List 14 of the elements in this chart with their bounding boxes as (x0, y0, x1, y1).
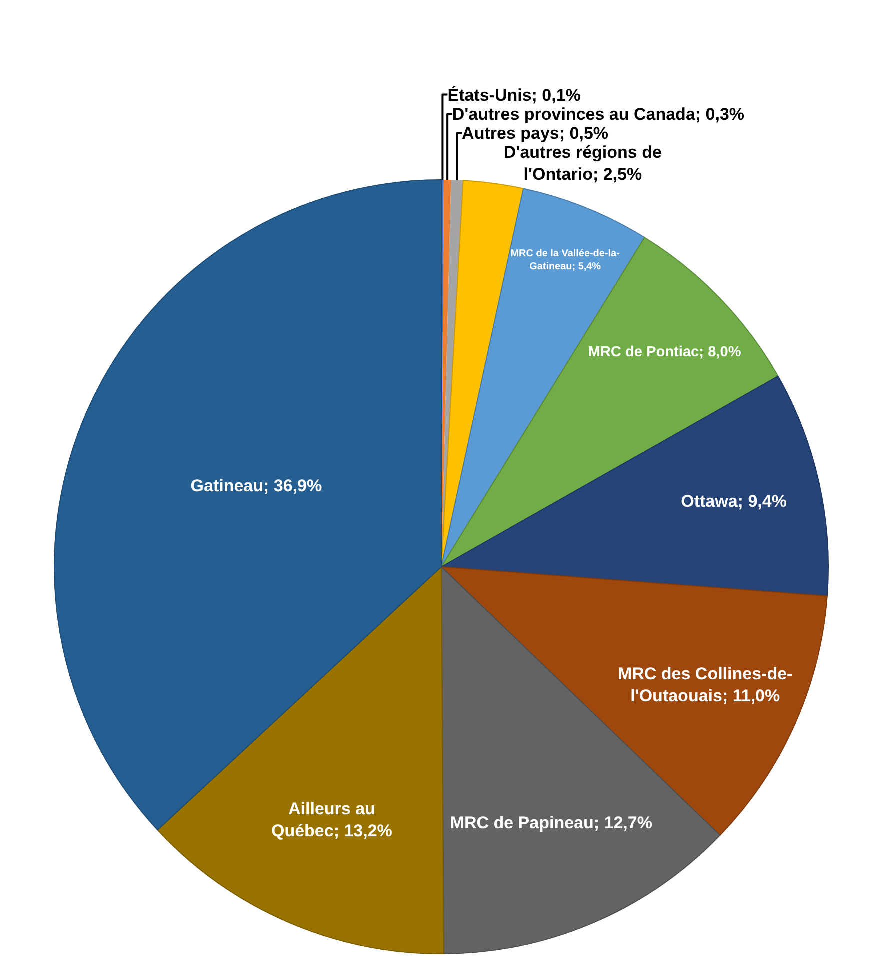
slice-label: Gatineau; 36,9% (190, 476, 322, 496)
pie-slice (441, 188, 646, 568)
slice-label: Ottawa; 9,4% (681, 492, 787, 512)
slice-label: D'autres régions de l'Ontario; 2,5% (504, 142, 662, 184)
pie-slice (441, 566, 828, 836)
slice-label: Ailleurs au Québec; 13,2% (271, 800, 392, 841)
slice-label: Autres pays; 0,5% (462, 124, 609, 143)
slice-label: MRC des Collines-de-l'Outaouais; 11,0% (618, 664, 793, 706)
slice-label: D'autres provinces au Canada; 0,3% (452, 104, 745, 124)
slice-label: MRC de la Vallée-de-la-Gatineau; 5,4% (510, 248, 620, 273)
slice-label: États-Unis; 0,1% (448, 84, 581, 105)
slice-label: MRC de Pontiac; 8,0% (588, 344, 742, 361)
pie-slice (157, 566, 444, 954)
slice-label: MRC de Papineau; 12,7% (450, 814, 652, 833)
